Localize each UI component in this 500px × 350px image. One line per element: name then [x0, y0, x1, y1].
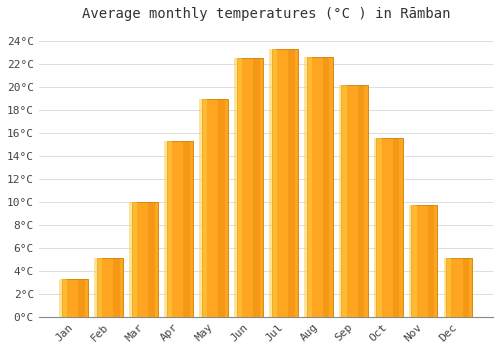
Bar [272, 49, 298, 317]
Bar [304, 57, 312, 317]
Bar [114, 258, 120, 317]
Bar [60, 279, 68, 317]
Bar [78, 279, 85, 317]
Bar [183, 141, 190, 317]
Bar [130, 202, 137, 317]
Bar [306, 57, 332, 317]
Bar [444, 258, 452, 317]
Bar [358, 85, 364, 317]
Bar [339, 85, 346, 317]
Bar [167, 141, 193, 317]
Bar [269, 49, 277, 317]
Bar [62, 279, 88, 317]
Bar [218, 99, 224, 317]
Bar [342, 85, 367, 317]
Bar [236, 58, 263, 317]
Bar [446, 258, 472, 317]
Bar [234, 58, 242, 317]
Bar [94, 258, 102, 317]
Bar [412, 205, 438, 317]
Bar [323, 57, 330, 317]
Bar [148, 202, 155, 317]
Bar [392, 138, 400, 317]
Title: Average monthly temperatures (°C ) in Rāmban: Average monthly temperatures (°C ) in Rā… [82, 7, 450, 21]
Bar [199, 99, 207, 317]
Bar [164, 141, 172, 317]
Bar [253, 58, 260, 317]
Bar [374, 138, 382, 317]
Bar [428, 205, 434, 317]
Bar [376, 138, 402, 317]
Bar [288, 49, 294, 317]
Bar [97, 258, 123, 317]
Bar [408, 205, 416, 317]
Bar [462, 258, 469, 317]
Bar [132, 202, 158, 317]
Bar [202, 99, 228, 317]
